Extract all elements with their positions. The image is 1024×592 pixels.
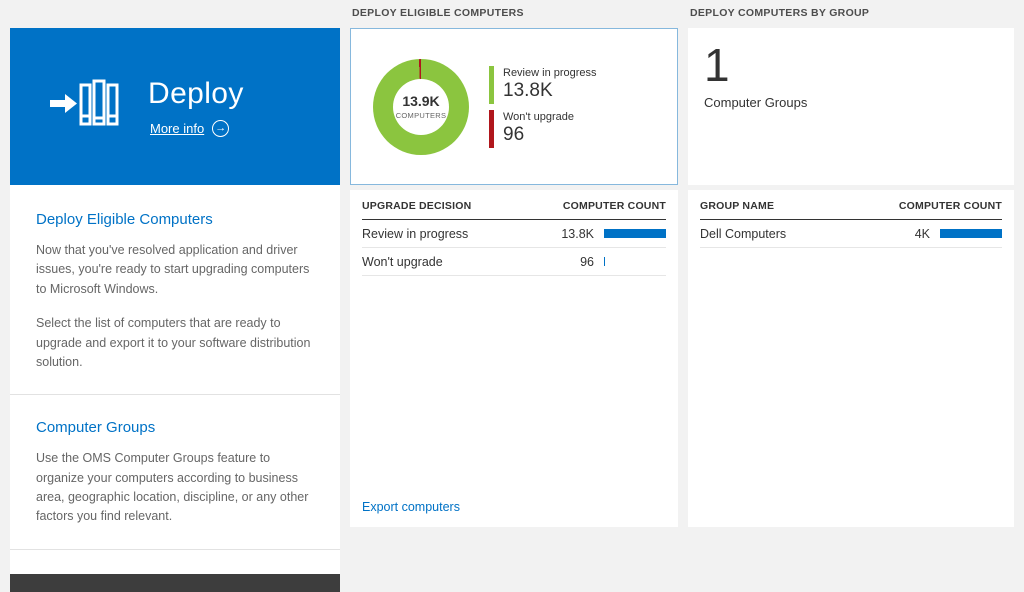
row-bar bbox=[940, 229, 1002, 238]
row-value: 13.8K bbox=[561, 226, 594, 241]
row-bar-track bbox=[604, 257, 666, 266]
donut-center-label: COMPUTERS bbox=[395, 111, 447, 120]
table-header-row: UPGRADE DECISION COMPUTER COUNT bbox=[362, 190, 666, 220]
tile-title: Deploy bbox=[148, 76, 244, 110]
upgrade-decision-table: UPGRADE DECISION COMPUTER COUNT Review i… bbox=[350, 190, 678, 527]
description-text: Select the list of computers that are re… bbox=[36, 316, 311, 369]
left-footer-bar bbox=[10, 573, 340, 592]
group-name-table: GROUP NAME COMPUTER COUNT Dell Computers… bbox=[688, 190, 1014, 527]
row-label: Dell Computers bbox=[700, 226, 787, 241]
export-computers-link[interactable]: Export computers bbox=[362, 500, 460, 514]
column-header-group-name: GROUP NAME bbox=[700, 200, 775, 212]
donut-legend: Review in progress 13.8K Won't upgrade 9… bbox=[489, 60, 597, 154]
section-computer-groups: Computer Groups Use the OMS Computer Gro… bbox=[36, 419, 314, 527]
computer-groups-heading: Computer Groups bbox=[36, 419, 156, 437]
legend-value: 13.8K bbox=[503, 79, 553, 101]
legend-color-bar bbox=[489, 65, 494, 104]
computer-groups-count: 1 bbox=[704, 39, 730, 91]
row-value: 4K bbox=[914, 226, 930, 241]
column-header-upgrade-decision: UPGRADE DECISION bbox=[362, 200, 472, 212]
deploy-tile[interactable]: Deploy More info → bbox=[10, 28, 340, 185]
right-column-header: DEPLOY COMPUTERS BY GROUP bbox=[690, 7, 870, 19]
legend-item: Won't upgrade 96 bbox=[489, 109, 597, 148]
row-bar-track bbox=[604, 229, 666, 238]
divider bbox=[10, 394, 340, 396]
description-text: Use the OMS Computer Groups feature to o… bbox=[36, 451, 309, 524]
column-header-computer-count: COMPUTER COUNT bbox=[562, 200, 666, 212]
donut-center: 13.9K COMPUTERS bbox=[393, 78, 449, 135]
deploy-overview-panel: Deploy More info → Deploy Eligible Compu… bbox=[10, 28, 340, 592]
description-text: Now that you've resolved application and… bbox=[36, 243, 310, 296]
computer-groups-tile[interactable]: 1 Computer Groups bbox=[688, 28, 1014, 185]
donut-center-value: 13.9K bbox=[402, 93, 440, 109]
divider bbox=[10, 548, 340, 550]
middle-column-header: DEPLOY ELIGIBLE COMPUTERS bbox=[352, 7, 524, 19]
row-value: 96 bbox=[580, 254, 594, 269]
deploy-computers-by-group-section: DEPLOY COMPUTERS BY GROUP 1 Computer Gro… bbox=[688, 0, 1014, 527]
section-deploy-eligible: Deploy Eligible Computers Now that you'v… bbox=[36, 211, 314, 372]
row-bar bbox=[604, 229, 666, 238]
deploy-description-panel: Deploy Eligible Computers Now that you'v… bbox=[10, 185, 340, 574]
legend-value: 96 bbox=[503, 123, 525, 145]
table-header-row: GROUP NAME COMPUTER COUNT bbox=[700, 190, 1002, 220]
legend-item: Review in progress 13.8K bbox=[489, 65, 597, 104]
row-bar bbox=[604, 257, 606, 266]
more-info-link[interactable]: More info bbox=[150, 120, 205, 136]
table-row[interactable]: Won't upgrade 96 bbox=[362, 248, 666, 276]
legend-color-bar bbox=[489, 109, 494, 148]
table-row[interactable]: Review in progress 13.8K bbox=[362, 220, 666, 248]
row-label: Review in progress bbox=[362, 226, 469, 241]
computer-groups-count-label: Computer Groups bbox=[704, 94, 808, 110]
table-row[interactable]: Dell Computers 4K bbox=[700, 220, 1002, 248]
eligible-computers-tile[interactable]: 13.9K COMPUTERS Review in progress 13.8K… bbox=[350, 28, 678, 185]
more-info-arrow-icon[interactable]: → bbox=[212, 119, 230, 137]
row-label: Won't upgrade bbox=[362, 254, 443, 269]
deploy-eligible-computers-section: DEPLOY ELIGIBLE COMPUTERS 13.9K COMPUTER… bbox=[350, 0, 678, 527]
column-header-computer-count: COMPUTER COUNT bbox=[898, 200, 1002, 212]
deploy-eligible-heading: Deploy Eligible Computers bbox=[36, 211, 213, 228]
row-bar-track bbox=[940, 229, 1002, 238]
legend-label: Won't upgrade bbox=[503, 110, 575, 123]
donut-chart: 13.9K COMPUTERS bbox=[373, 58, 469, 155]
legend-label: Review in progress bbox=[503, 66, 597, 79]
deploy-icon bbox=[50, 78, 120, 135]
